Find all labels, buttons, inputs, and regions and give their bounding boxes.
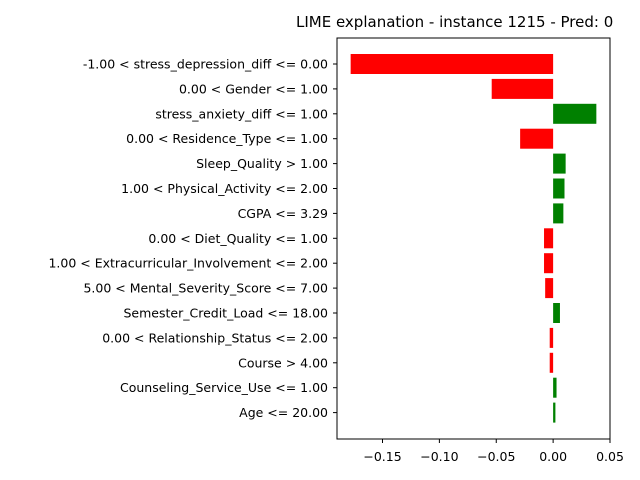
y-tick-label: Course > 4.00: [238, 355, 328, 370]
chart-title: LIME explanation - instance 1215 - Pred:…: [296, 13, 613, 31]
bar: [553, 377, 557, 398]
bar: [549, 327, 554, 348]
y-tick-label: -1.00 < stress_depression_diff <= 0.00: [83, 57, 328, 72]
bar: [491, 78, 554, 99]
y-tick-label: Age <= 20.00: [239, 405, 328, 420]
y-tick-label: Sleep_Quality > 1.00: [196, 156, 328, 171]
y-tick-label: 0.00 < Diet_Quality <= 1.00: [148, 231, 328, 246]
y-tick-label: Counseling_Service_Use <= 1.00: [120, 380, 328, 395]
bar: [544, 228, 554, 249]
y-tick-label: Semester_Credit_Load <= 18.00: [124, 306, 329, 321]
bar: [350, 54, 554, 74]
bar: [553, 178, 565, 199]
bar: [545, 278, 554, 299]
plot-frame: [336, 37, 611, 440]
bar: [553, 303, 560, 323]
y-tick-label: 1.00 < Physical_Activity <= 2.00: [121, 181, 328, 196]
x-ticks: −0.15 −0.10 −0.05 0.00 0.05: [363, 439, 624, 464]
y-tick-labels: -1.00 < stress_depression_diff <= 0.00 0.…: [48, 57, 337, 420]
y-tick-label: 1.00 < Extracurricular_Involvement <= 2.…: [48, 256, 328, 271]
y-tick-label: 0.00 < Relationship_Status <= 2.00: [102, 330, 328, 345]
y-tick-label: 0.00 < Residence_Type <= 1.00: [126, 131, 328, 146]
y-tick-label: 0.00 < Gender <= 1.00: [179, 81, 328, 96]
y-tick-label: 5.00 < Mental_Severity_Score <= 7.00: [83, 281, 328, 296]
bar: [553, 203, 564, 224]
x-tick-label: −0.15: [363, 449, 401, 464]
x-tick-label: 0.05: [596, 449, 624, 464]
bar: [544, 253, 554, 274]
bar: [549, 352, 554, 373]
bar: [520, 128, 554, 149]
x-tick-label: 0.00: [539, 449, 567, 464]
x-tick-label: −0.05: [477, 449, 515, 464]
y-tick-label: CGPA <= 3.29: [238, 206, 328, 221]
x-tick-label: −0.10: [420, 449, 458, 464]
bar: [553, 402, 556, 423]
bar: [553, 153, 566, 174]
bars-group: [350, 54, 597, 423]
y-tick-label: stress_anxiety_diff <= 1.00: [155, 106, 328, 121]
bar: [553, 103, 597, 124]
